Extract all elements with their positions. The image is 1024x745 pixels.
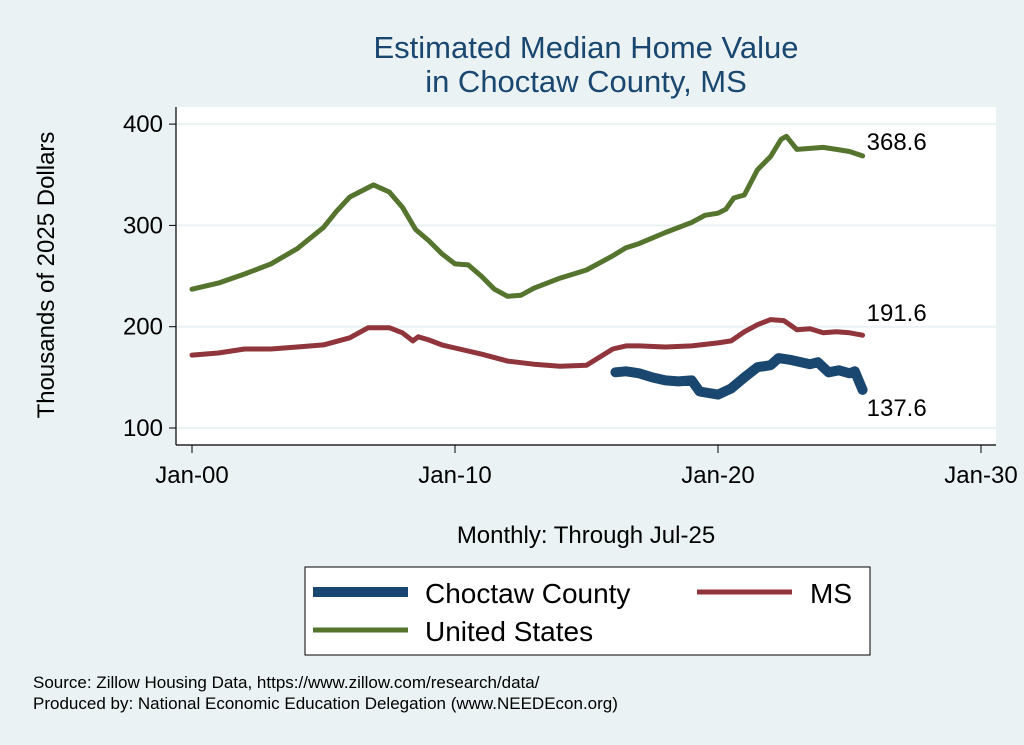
chart-title-line2: in Choctaw County, MS (425, 64, 747, 99)
legend-label-choctaw: Choctaw County (425, 578, 630, 609)
x-tick-label: Jan-20 (681, 462, 754, 489)
series-line-choctaw-county (610, 353, 868, 400)
x-tick-label: Jan-00 (155, 462, 228, 489)
legend-label-ms: MS (810, 578, 852, 609)
end-value-label: 137.6 (867, 395, 927, 422)
y-axis-label: Thousands of 2025 Dollars (33, 132, 60, 419)
y-tick-label: 100 (123, 415, 163, 442)
series-line-ms (189, 317, 866, 369)
y-tick-label: 400 (123, 111, 163, 138)
x-axis-label: Monthly: Through Jul-25 (457, 522, 715, 549)
source-note: Source: Zillow Housing Data, https://www… (33, 673, 540, 692)
end-value-label: 368.6 (867, 129, 927, 156)
y-tick-label: 300 (123, 212, 163, 239)
legend-label-us: United States (425, 616, 593, 647)
plot-area (176, 107, 996, 444)
series-line-united-states (189, 133, 866, 299)
end-value-label: 191.6 (867, 300, 927, 327)
x-tick-label: Jan-30 (944, 462, 1017, 489)
y-tick-label: 200 (123, 314, 163, 341)
chart-title-line1: Estimated Median Home Value (373, 30, 798, 65)
producer-note: Produced by: National Economic Education… (33, 694, 618, 713)
legend: Choctaw County MS United States (304, 566, 871, 656)
x-tick-label: Jan-10 (418, 462, 491, 489)
